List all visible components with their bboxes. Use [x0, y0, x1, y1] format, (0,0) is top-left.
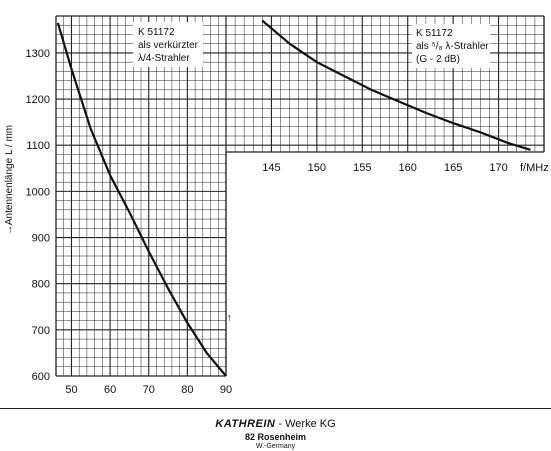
left-y-tick-label: 800: [32, 279, 50, 291]
left-x-tick-label: 60: [104, 384, 116, 396]
brand-suffix: - Werke KG: [275, 418, 336, 430]
left-y-tick-label: 700: [32, 325, 50, 337]
right-annotation-box: [412, 24, 490, 68]
left-y-tick-label: 1300: [26, 48, 50, 60]
left-annotation-line-3: λ/4-Strahler: [138, 53, 190, 64]
left-x-tick-label: 50: [65, 384, 77, 396]
curves: [56, 19, 531, 377]
left-curve-series: [56, 22, 227, 377]
right-x-tick-label: 170: [489, 162, 507, 174]
brand-logo: KATHREIN: [215, 418, 276, 430]
chart: 50 60 70 80 90 600 700 800 900 1000 1100 1200 1300 14…: [4, 15, 549, 396]
right-x-tick-label: 165: [444, 162, 462, 174]
right-annotation-line-2: als ⁵/₈ λ-Strahler: [416, 41, 489, 52]
right-x-tick-label: 150: [308, 162, 326, 174]
footer: KATHREIN - Werke KG 82 Rosenheim W.-Germ…: [0, 408, 551, 451]
footer-brand-line: KATHREIN - Werke KG: [0, 418, 551, 430]
inner-y-axis-arrow: →: [223, 313, 234, 323]
left-y-tick-label: 900: [32, 233, 50, 245]
left-y-axis-arrow: →: [4, 225, 15, 235]
right-annotation-line-1: K 51172: [416, 28, 453, 39]
footer-rule: [0, 408, 551, 409]
left-y-tick-label: 1000: [26, 186, 50, 198]
left-x-tick-label: 90: [220, 384, 232, 396]
left-annotation-line-1: K 51172: [138, 27, 175, 38]
footer-city: 82 Rosenheim: [244, 432, 307, 442]
right-x-tick-label: 160: [399, 162, 417, 174]
right-curve-series: [261, 19, 531, 151]
footer-country: W.-Germany: [255, 443, 296, 450]
left-y-tick-label: 1100: [26, 140, 50, 152]
left-x-tick-label: 70: [143, 384, 155, 396]
right-x-axis-label: f/MHz: [520, 162, 549, 174]
left-annotation-box: [133, 22, 203, 67]
right-annotation-line-3: (G - 2 dB): [416, 54, 460, 65]
grid-lines: [55, 15, 545, 377]
left-y-tick-label: 1200: [26, 94, 50, 106]
right-x-tick-label: 155: [353, 162, 371, 174]
tick-labels: 50 60 70 80 90 600 700 800 900 1000 1100 1200 1300 14…: [26, 48, 508, 396]
left-y-tick-label: 600: [32, 371, 50, 383]
right-x-tick-label: 145: [262, 162, 280, 174]
left-x-tick-label: 80: [181, 384, 193, 396]
left-annotation-line-2: als verkürzter: [138, 40, 199, 51]
left-y-axis-label: Antennenlänge L / mm: [4, 125, 15, 225]
plot-frame: [55, 15, 545, 377]
